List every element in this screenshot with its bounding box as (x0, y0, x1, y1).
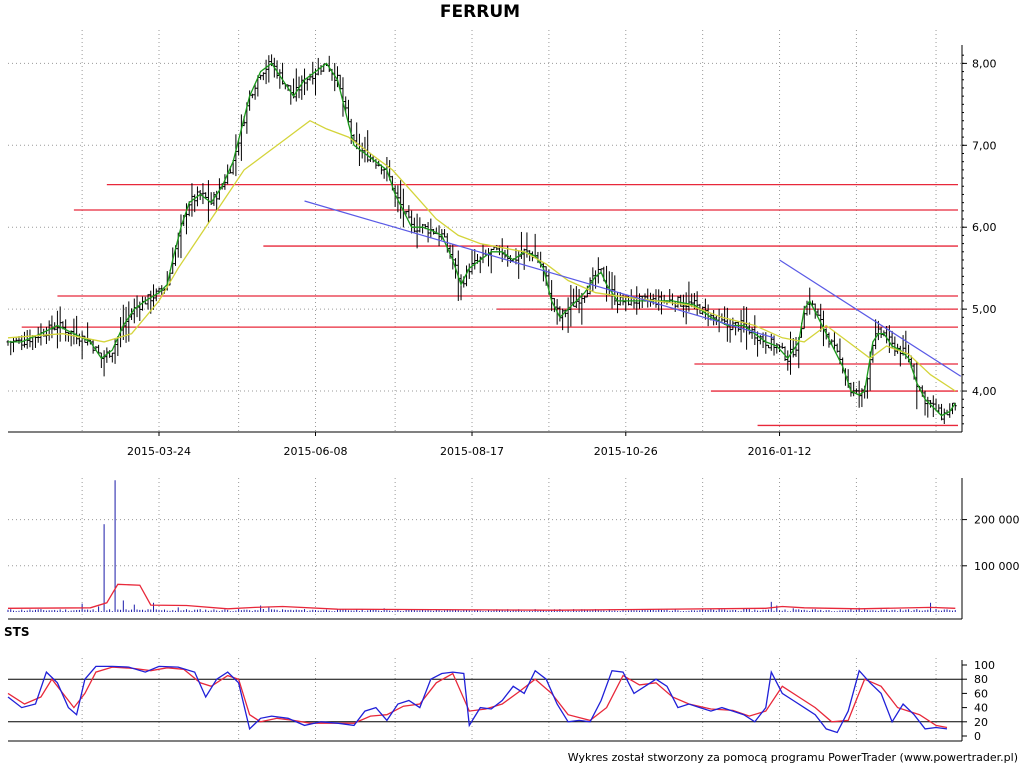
volume-y-tick-label: 200 000 (974, 514, 1020, 527)
x-tick-label: 2015-06-08 (284, 445, 348, 458)
volume-average-line (7, 583, 956, 611)
price-y-tick-label: 6,00 (972, 221, 997, 234)
sts-y-tick-label: 0 (974, 730, 981, 743)
trendline (779, 259, 962, 377)
sts-panel-label: STS (4, 625, 29, 639)
x-tick-label: 2015-03-24 (127, 445, 191, 458)
x-tick-label: 2015-10-26 (594, 445, 658, 458)
price-y-tick-label: 5,00 (972, 303, 997, 316)
trendline (304, 200, 775, 339)
footer-credit: Wykres został stworzony za pomocą progra… (567, 751, 1018, 764)
volume-y-tick-label: 100 000 (974, 560, 1020, 573)
sts-y-tick-label: 100 (974, 659, 995, 672)
price-y-tick-label: 4,00 (972, 385, 997, 398)
sts-k-line (7, 665, 948, 734)
price-y-tick-label: 8,00 (972, 57, 997, 70)
sts-d-line (7, 666, 948, 729)
chart-title: FERRUM (439, 2, 521, 22)
sts-y-tick-label: 20 (974, 716, 988, 729)
price-y-tick-label: 7,00 (972, 139, 997, 152)
x-tick-label: 2015-08-17 (440, 445, 504, 458)
sts-y-tick-label: 40 (974, 702, 988, 715)
moving-average-line (7, 119, 956, 392)
sts-y-tick-label: 80 (974, 673, 988, 686)
sts-y-tick-label: 60 (974, 687, 988, 700)
close-line (8, 62, 956, 417)
x-tick-label: 2016-01-12 (748, 445, 812, 458)
